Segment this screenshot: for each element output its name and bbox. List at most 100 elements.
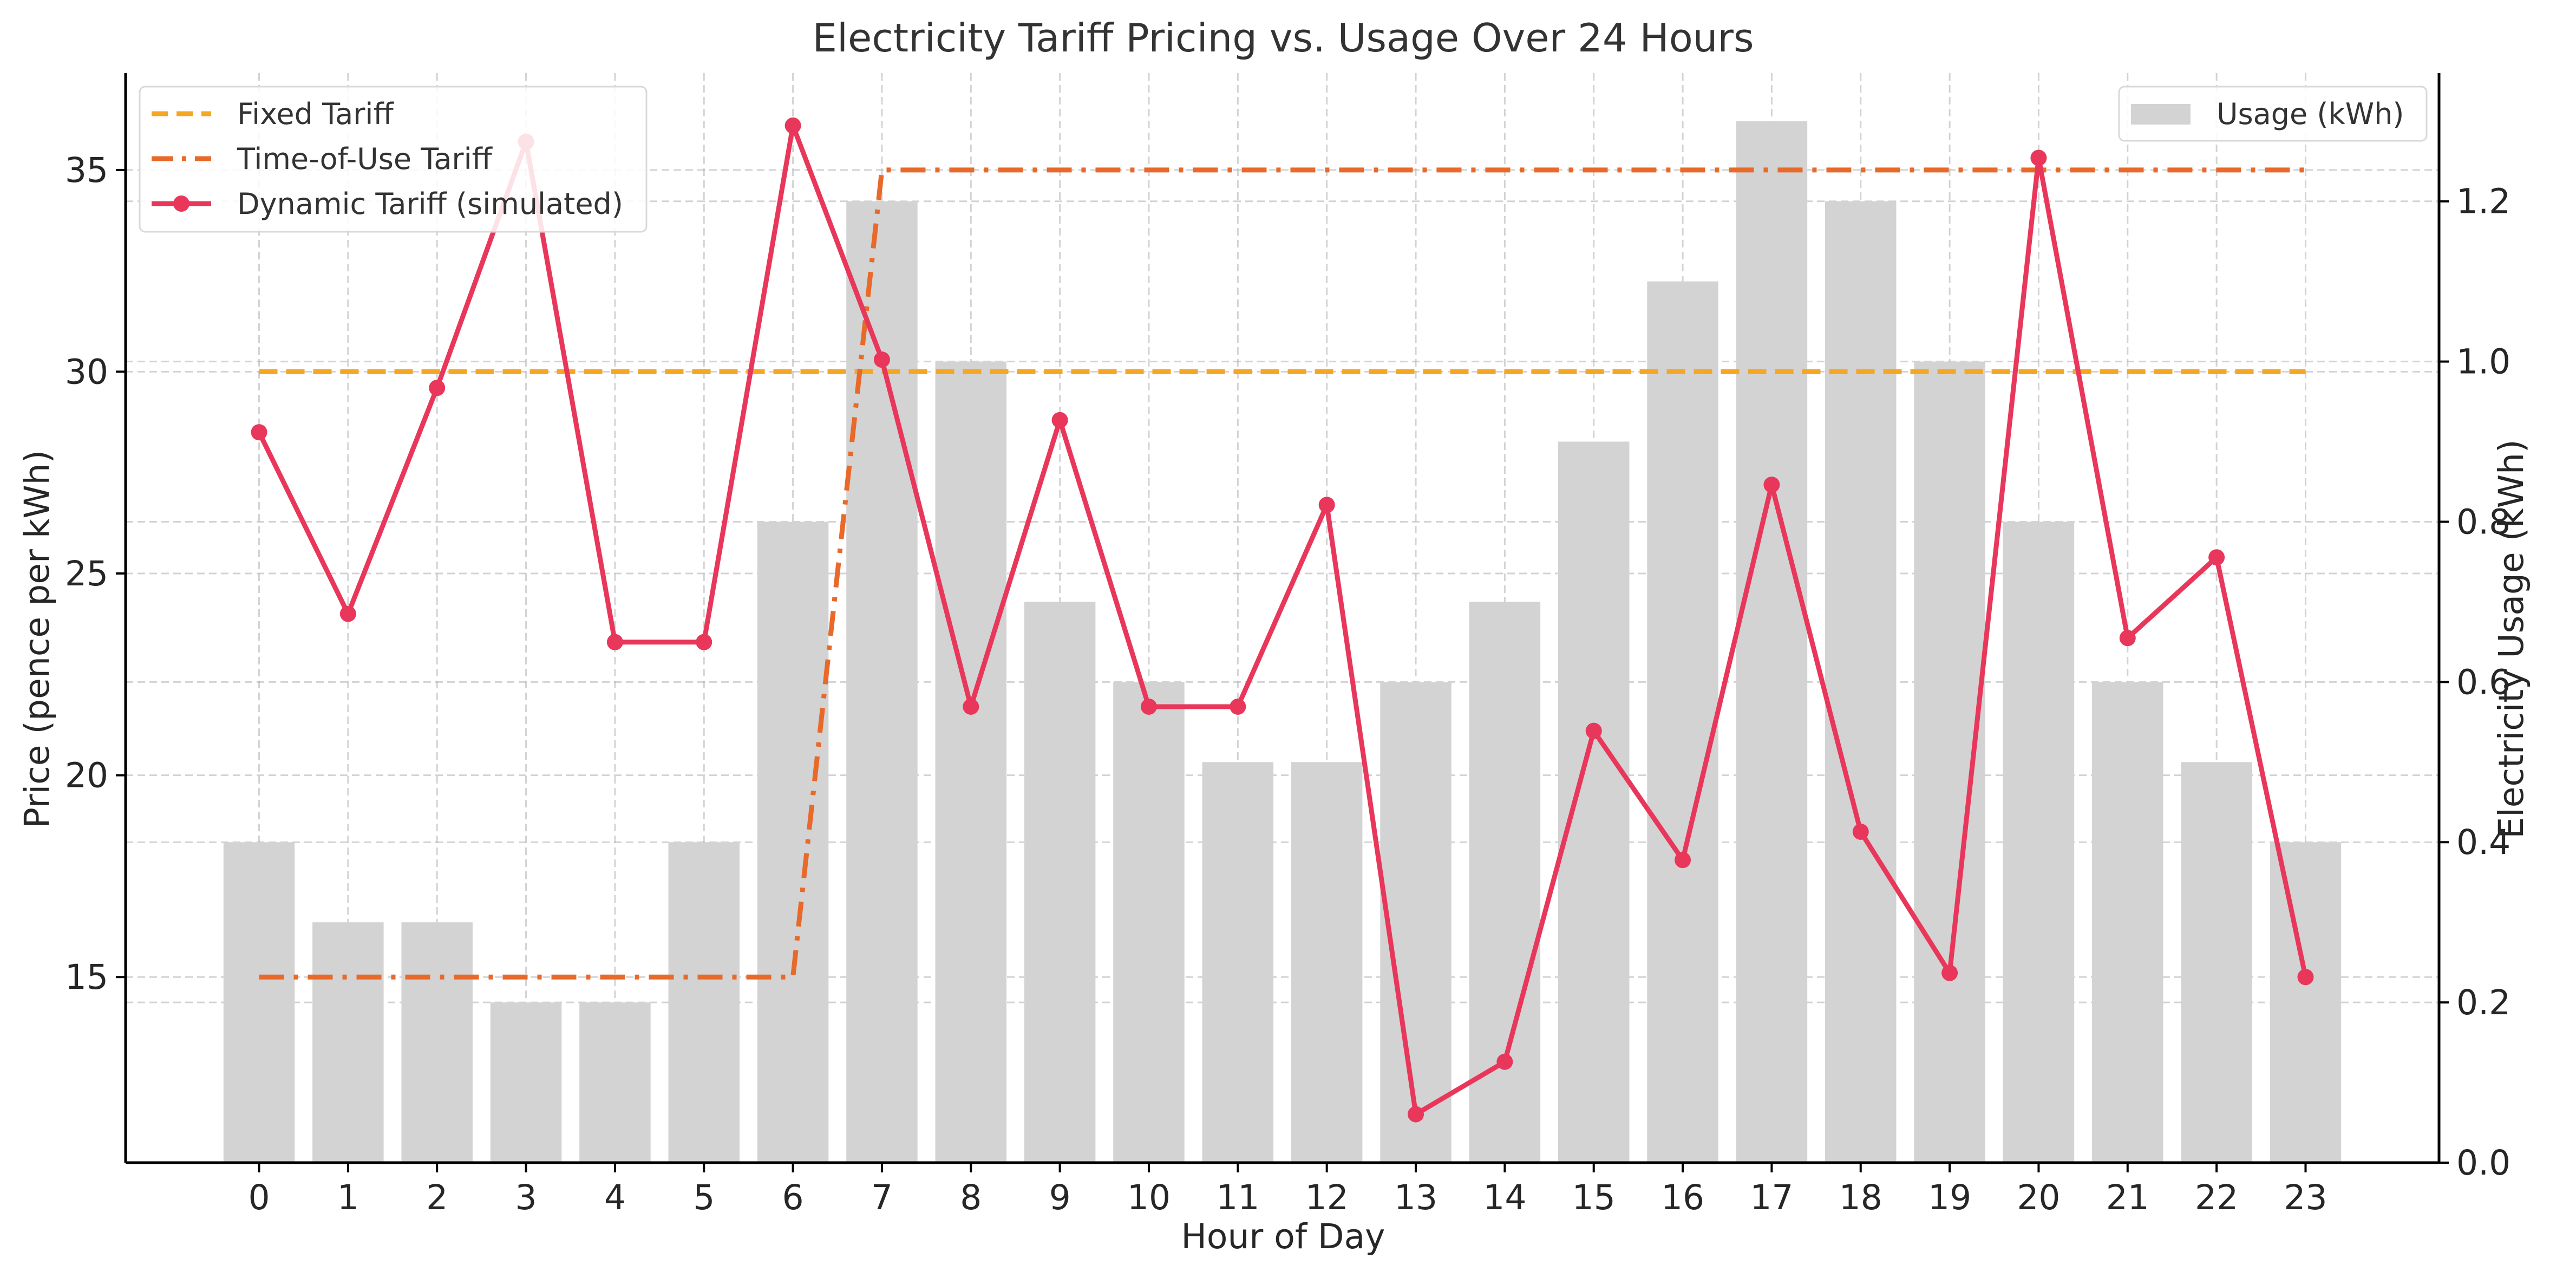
usage-bar-13 — [1380, 682, 1452, 1163]
y-right-tick-label-0.6: 0.6 — [2456, 662, 2510, 702]
usage-bar-9 — [1024, 602, 1096, 1163]
dynamic-tariff-point-6 — [784, 117, 801, 134]
x-tick-label-17: 17 — [1750, 1178, 1793, 1217]
y-right-tick-label-0.2: 0.2 — [2456, 983, 2510, 1022]
dynamic-tariff-point-12 — [1318, 497, 1335, 513]
x-tick-label-19: 19 — [1928, 1178, 1971, 1217]
legend-tariffs-frame — [139, 86, 648, 233]
usage-bar-22 — [2181, 762, 2252, 1163]
y-left-tick-label-35: 35 — [65, 151, 108, 190]
usage-bar-11 — [1202, 762, 1274, 1163]
usage-bar-10 — [1113, 682, 1185, 1163]
x-tick-label-14: 14 — [1483, 1178, 1526, 1217]
legend-marker-2 — [173, 195, 189, 212]
usage-bar-8 — [935, 361, 1007, 1163]
dynamic-tariff-point-8 — [963, 698, 979, 715]
usage-bar-15 — [1558, 441, 1630, 1163]
y-right-tick-label-1.0: 1.0 — [2456, 342, 2510, 382]
usage-bar-23 — [2270, 842, 2342, 1163]
usage-bar-2 — [401, 922, 473, 1163]
dynamic-tariff-point-5 — [696, 634, 712, 650]
x-tick-label-22: 22 — [2195, 1178, 2238, 1217]
dynamic-tariff-point-14 — [1496, 1053, 1513, 1070]
x-tick-label-10: 10 — [1127, 1178, 1171, 1217]
dynamic-tariff-point-10 — [1140, 698, 1157, 715]
y-axis-label-right: Electricity Usage (kWh) — [2492, 439, 2531, 838]
usage-bar-4 — [579, 1002, 651, 1163]
legend-label-0: Fixed Tariff — [237, 97, 394, 131]
dynamic-tariff-point-11 — [1230, 698, 1246, 715]
dynamic-tariff-point-18 — [1852, 823, 1869, 840]
x-tick-label-20: 20 — [2017, 1178, 2060, 1217]
dynamic-tariff-point-16 — [1675, 852, 1691, 869]
usage-bar-17 — [1736, 121, 1808, 1163]
x-axis-label: Hour of Day — [1181, 1217, 1385, 1256]
x-tick-label-11: 11 — [1216, 1178, 1259, 1217]
usage-bars — [223, 121, 2342, 1163]
y-right-tick-label-0.8: 0.8 — [2456, 502, 2510, 542]
x-tick-label-12: 12 — [1305, 1178, 1349, 1217]
legend-usage: Usage (kWh) — [2118, 86, 2428, 142]
dynamic-tariff-point-17 — [1763, 477, 1780, 493]
legend-label-1: Time-of-Use Tariff — [237, 142, 493, 176]
y-left-tick-label-20: 20 — [65, 756, 108, 796]
legend-usage-swatch — [2131, 104, 2191, 125]
dynamic-tariff-point-2 — [429, 380, 446, 396]
axes: 0 1 2 3 4 5 6 7 8 9 10 11 12 13 14 15 16 17 18 19 20 21 22 2315… — [65, 73, 2510, 1217]
x-tick-label-13: 13 — [1394, 1178, 1437, 1217]
y-left-tick-label-25: 25 — [65, 554, 108, 594]
x-tick-label-21: 21 — [2106, 1178, 2149, 1217]
x-tick-label-4: 4 — [604, 1178, 626, 1217]
legend-usage-frame — [2118, 86, 2428, 142]
dynamic-tariff-point-19 — [1941, 964, 1958, 981]
x-tick-label-16: 16 — [1661, 1178, 1704, 1217]
usage-bar-5 — [668, 842, 740, 1163]
usage-bar-7 — [846, 201, 918, 1163]
y-axis-label-left: Price (pence per kWh) — [17, 450, 57, 828]
x-tick-label-18: 18 — [1839, 1178, 1882, 1217]
usage-bar-16 — [1647, 281, 1718, 1163]
usage-bar-0 — [223, 842, 295, 1163]
x-tick-label-2: 2 — [426, 1178, 448, 1217]
y-left-tick-label-15: 15 — [65, 957, 108, 997]
series-line-2 — [257, 123, 2308, 1117]
dynamic-tariff-point-0 — [251, 424, 267, 441]
x-tick-label-6: 6 — [782, 1178, 804, 1217]
x-tick-label-15: 15 — [1572, 1178, 1616, 1217]
dynamic-tariff-point-4 — [606, 634, 623, 650]
dynamic-tariff-point-23 — [2297, 969, 2314, 986]
usage-bar-18 — [1825, 201, 1897, 1163]
dynamic-tariff-point-9 — [1051, 412, 1068, 428]
dynamic-tariff-point-21 — [2119, 630, 2136, 647]
dynamic-tariff-point-15 — [1585, 722, 1602, 739]
y-right-tick-label-0.4: 0.4 — [2456, 823, 2510, 862]
x-tick-label-0: 0 — [248, 1178, 270, 1217]
usage-bar-6 — [757, 521, 829, 1163]
y-right-tick-label-0.0: 0.0 — [2456, 1143, 2510, 1183]
usage-bar-21 — [2092, 682, 2163, 1163]
usage-bar-20 — [2003, 521, 2075, 1163]
dynamic-tariff-point-13 — [1408, 1106, 1424, 1123]
legend-usage-label: Usage (kWh) — [2217, 97, 2404, 131]
x-tick-label-5: 5 — [693, 1178, 715, 1217]
legend-tariffs: Fixed Tariff Time-of-Use Tariff Dynamic Ta… — [139, 86, 648, 233]
dynamic-tariff-point-1 — [339, 605, 356, 622]
x-tick-label-23: 23 — [2284, 1178, 2327, 1217]
dynamic-tariff-point-22 — [2208, 549, 2225, 566]
dynamic-tariff-point-20 — [2030, 149, 2047, 166]
legend-label-2: Dynamic Tariff (simulated) — [237, 187, 623, 221]
y-right-tick-label-1.2: 1.2 — [2456, 182, 2510, 221]
usage-bar-3 — [490, 1002, 562, 1163]
chart-title: Electricity Tariff Pricing vs. Usage Ove… — [812, 15, 1754, 61]
x-tick-label-9: 9 — [1049, 1178, 1071, 1217]
dynamic-tariff-point-7 — [873, 351, 890, 368]
x-tick-label-3: 3 — [515, 1178, 537, 1217]
usage-bar-1 — [312, 922, 384, 1163]
tariff-lines — [251, 117, 2314, 1123]
y-left-tick-label-30: 30 — [65, 352, 108, 392]
x-tick-label-8: 8 — [960, 1178, 982, 1217]
x-tick-label-1: 1 — [337, 1178, 359, 1217]
x-tick-label-7: 7 — [871, 1178, 893, 1217]
usage-bar-12 — [1291, 762, 1363, 1163]
